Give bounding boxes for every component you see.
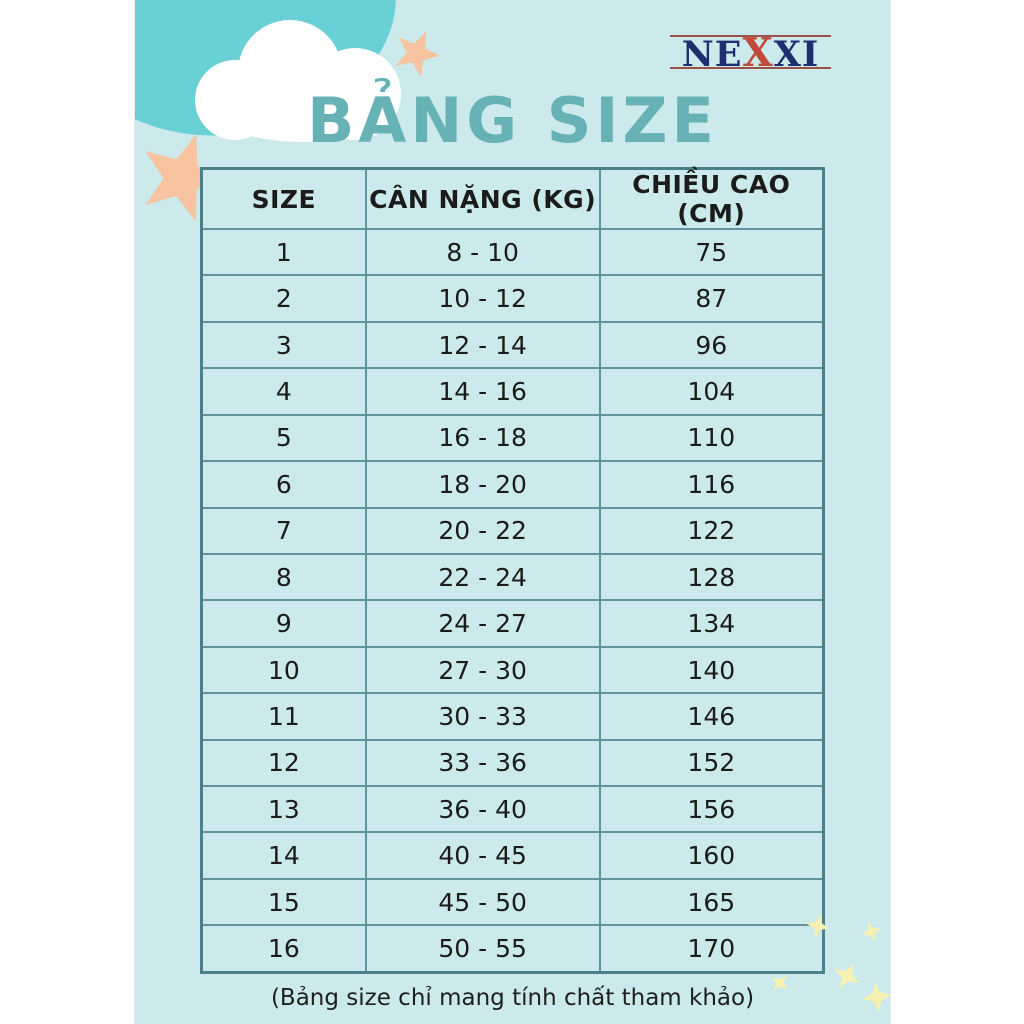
table-cell: 20 - 22 [364, 506, 601, 555]
table-cell: 7 [200, 506, 367, 555]
table-row: 15 45 - 50 165 [200, 877, 825, 927]
table-row: 3 12 - 14 96 [200, 320, 825, 370]
page-title: BẢNG SIZE [307, 84, 718, 157]
table-cell: 1 [200, 227, 367, 277]
table-cell: 104 [598, 367, 825, 416]
table-cell: 128 [598, 552, 825, 602]
table-row: 5 16 - 18 110 [200, 413, 825, 463]
table-cell: 8 - 10 [364, 227, 601, 277]
table-row: 4 14 - 16 104 [200, 367, 825, 416]
table-cell: 156 [598, 785, 825, 834]
table-cell: 11 [200, 692, 367, 741]
table-cell: 16 [200, 924, 367, 974]
table-row: 14 40 - 45 160 [200, 831, 825, 880]
brand-logo: NEXXI [668, 31, 833, 75]
table-row: 12 33 - 36 152 [200, 738, 825, 788]
table-cell: 50 - 55 [364, 924, 601, 974]
table-row: 8 22 - 24 128 [200, 552, 825, 602]
table-row: 7 20 - 22 122 [200, 506, 825, 555]
table-cell: 12 - 14 [364, 320, 601, 370]
table-cell: 87 [598, 274, 825, 323]
twinkle-star-icon [834, 963, 860, 989]
table-cell: 96 [598, 320, 825, 370]
table-row: 10 27 - 30 140 [200, 645, 825, 695]
table-cell: 75 [598, 227, 825, 277]
table-cell: 160 [598, 831, 825, 880]
table-cell: 165 [598, 877, 825, 927]
table-cell: 9 [200, 599, 367, 648]
table-header-row: SIZE CÂN NẶNG (KG) CHIỀU CAO (CM) [200, 167, 825, 230]
table-cell: 8 [200, 552, 367, 602]
table-row: 6 18 - 20 116 [200, 460, 825, 509]
table-cell: 18 - 20 [364, 460, 601, 509]
table-cell: 14 - 16 [364, 367, 601, 416]
table-cell: 10 [200, 645, 367, 695]
table-row: 9 24 - 27 134 [200, 599, 825, 648]
star-icon [145, 133, 228, 222]
table-cell: 5 [200, 413, 367, 463]
size-chart-poster: NEXXI BẢNG SIZE SIZE CÂN NẶNG (KG) CHIỀU… [135, 0, 890, 1024]
table-row: 2 10 - 12 87 [200, 274, 825, 323]
table-cell: 24 - 27 [364, 599, 601, 648]
logo-text-x: X [742, 30, 774, 76]
table-cell: 110 [598, 413, 825, 463]
table-cell: 122 [598, 506, 825, 555]
table-cell: 3 [200, 320, 367, 370]
table-cell: 22 - 24 [364, 552, 601, 602]
table-cell: 45 - 50 [364, 877, 601, 927]
table-cell: 6 [200, 460, 367, 509]
table-cell: 116 [598, 460, 825, 509]
table-cell: 36 - 40 [364, 785, 601, 834]
table-cell: 170 [598, 924, 825, 974]
twinkle-star-icon [806, 914, 830, 938]
table-cell: 40 - 45 [364, 831, 601, 880]
twinkle-star-icon [862, 982, 890, 1012]
logo-rule-top [670, 35, 831, 37]
table-cell: 12 [200, 738, 367, 788]
cloud-icon [195, 20, 401, 142]
table-row: 13 36 - 40 156 [200, 785, 825, 834]
table-cell: 2 [200, 274, 367, 323]
footer-note: (Bảng size chỉ mang tính chất tham khảo) [270, 985, 755, 1011]
table-cell: 16 - 18 [364, 413, 601, 463]
table-row: 11 30 - 33 146 [200, 692, 825, 741]
table-cell: 30 - 33 [364, 692, 601, 741]
table-cell: 134 [598, 599, 825, 648]
table-cell: 10 - 12 [364, 274, 601, 323]
table-cell: 4 [200, 367, 367, 416]
table-cell: 140 [598, 645, 825, 695]
star-icon [395, 31, 440, 77]
column-header-size: SIZE [200, 167, 367, 230]
table-cell: 152 [598, 738, 825, 788]
twinkle-star-icon [772, 975, 788, 991]
table-cell: 33 - 36 [364, 738, 601, 788]
logo-rule-bottom [670, 67, 831, 69]
column-header-height: CHIỀU CAO (CM) [598, 167, 825, 230]
column-header-weight: CÂN NẶNG (KG) [364, 167, 601, 230]
table-cell: 146 [598, 692, 825, 741]
table-cell: 27 - 30 [364, 645, 601, 695]
twinkle-star-icon [861, 921, 882, 942]
table-row: 16 50 - 55 170 [200, 924, 825, 974]
table-cell: 15 [200, 877, 367, 927]
table-cell: 14 [200, 831, 367, 880]
table-cell: 13 [200, 785, 367, 834]
